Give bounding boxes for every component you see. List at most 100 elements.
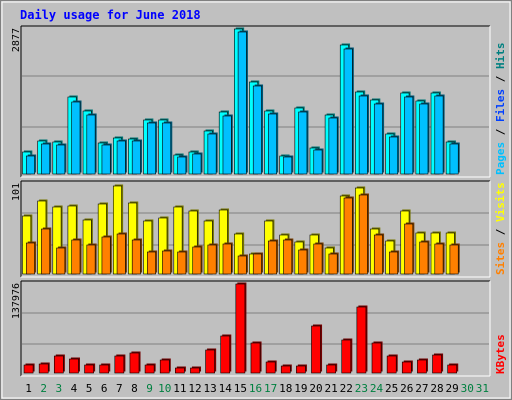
bar-files-day-23 (358, 95, 368, 175)
bar-sites-day-12 (192, 246, 202, 275)
bar-kbytes-day-22 (341, 339, 352, 374)
bar-sites-day-1 (25, 242, 35, 275)
series-label-pages: Pages (494, 142, 507, 175)
bar-kbytes-day-12 (190, 367, 200, 374)
series-label-visits: Visits (494, 182, 507, 222)
x-tick-label-day-9: 9 (146, 382, 153, 395)
bar-kbytes-day-25 (386, 355, 397, 374)
bar-sites-day-11 (177, 251, 187, 275)
bar-kbytes-day-23 (356, 306, 367, 374)
label-separator: / (494, 222, 507, 242)
panel-top: 2877 Pages / Files / Hits (11, 25, 507, 178)
bar-kbytes-day-4 (69, 358, 79, 374)
bar-kbytes-day-17 (265, 361, 276, 374)
x-tick-label-day-23: 23 (355, 382, 368, 395)
bar-sites-day-21 (328, 253, 338, 275)
bar-files-day-8 (131, 140, 141, 175)
bar-kbytes-day-26 (401, 361, 412, 374)
panel-bottom: 137976 KBytes (11, 280, 507, 377)
x-tick-label-day-6: 6 (101, 382, 108, 395)
bar-files-day-7 (116, 140, 126, 175)
x-tick-label-day-13: 13 (203, 382, 216, 395)
bar-sites-day-8 (131, 239, 141, 275)
x-tick-label-day-18: 18 (279, 382, 292, 395)
bar-kbytes-day-21 (326, 364, 336, 374)
bar-sites-day-6 (101, 236, 111, 275)
x-tick-label-day-8: 8 (131, 382, 138, 395)
bar-sites-day-10 (162, 250, 172, 275)
bar-files-day-14 (222, 115, 232, 175)
bar-sites-day-17 (268, 240, 277, 275)
bar-files-day-21 (328, 117, 338, 175)
x-tick-label-day-4: 4 (71, 382, 78, 395)
bar-kbytes-day-8 (129, 352, 140, 374)
bar-kbytes-day-15 (235, 283, 246, 374)
bar-files-day-24 (373, 103, 383, 175)
bar-kbytes-day-11 (175, 367, 185, 374)
bar-kbytes-day-28 (432, 354, 442, 374)
bar-files-day-17 (268, 113, 277, 175)
bar-sites-day-27 (419, 241, 429, 275)
bar-sites-day-24 (373, 234, 383, 275)
bar-kbytes-day-29 (447, 364, 458, 374)
x-tick-label-day-29: 29 (446, 382, 459, 395)
bar-sites-day-9 (147, 251, 156, 275)
chart-panels: 2877 Pages / Files / Hits 101 Sites / Visit… (11, 25, 507, 377)
bar-sites-day-16 (252, 253, 262, 275)
bar-files-day-6 (101, 144, 111, 175)
x-tick-label-day-27: 27 (415, 382, 428, 395)
bar-sites-day-2 (41, 228, 51, 275)
x-tick-label-day-10: 10 (158, 382, 171, 395)
bar-files-day-20 (313, 149, 323, 175)
bar-sites-day-28 (434, 243, 444, 275)
bar-files-day-27 (419, 103, 429, 175)
bar-sites-day-29 (449, 244, 459, 275)
bar-files-day-9 (147, 122, 156, 175)
bar-kbytes-day-7 (114, 355, 125, 374)
bar-kbytes-day-3 (53, 355, 64, 374)
x-tick-label-day-16: 16 (249, 382, 262, 395)
x-tick-label-day-15: 15 (234, 382, 247, 395)
bar-kbytes-day-27 (417, 359, 427, 374)
bar-kbytes-day-20 (311, 325, 321, 374)
bar-files-day-15 (237, 31, 247, 175)
bar-files-day-2 (41, 143, 51, 175)
x-axis-tick-labels: 1 2 3 4 5 6 7 8 9 10 11 12 13 14 15 16 17 18 19 20 21 22 23 24 2… (25, 382, 489, 395)
bar-kbytes-day-2 (38, 363, 49, 374)
bar-sites-day-26 (404, 223, 414, 275)
x-tick-label-day-2: 2 (40, 382, 47, 395)
panel-series-label: KBytes (494, 334, 507, 374)
bar-files-day-25 (389, 136, 399, 175)
bar-sites-day-25 (389, 251, 399, 275)
bar-sites-day-3 (56, 247, 66, 275)
panel-max-label: 101 (11, 183, 22, 201)
bar-sites-day-15 (237, 255, 247, 275)
bar-sites-day-22 (343, 197, 353, 275)
label-separator: / (494, 69, 507, 89)
series-label-files: Files (494, 89, 507, 122)
series-label-kbytes: KBytes (494, 334, 507, 374)
x-tick-label-day-31: 31 (476, 382, 489, 395)
x-tick-label-day-21: 21 (325, 382, 338, 395)
bar-files-day-28 (434, 95, 444, 175)
x-tick-label-day-19: 19 (294, 382, 307, 395)
bar-kbytes-day-19 (296, 365, 306, 374)
x-tick-label-day-28: 28 (430, 382, 443, 395)
x-tick-label-day-30: 30 (461, 382, 474, 395)
bar-kbytes-day-6 (99, 364, 110, 374)
bar-sites-day-20 (313, 243, 323, 275)
bar-sites-day-5 (86, 244, 96, 275)
bar-files-day-26 (404, 96, 414, 175)
x-tick-label-day-26: 26 (400, 382, 413, 395)
bar-sites-day-18 (283, 239, 293, 275)
bar-kbytes-day-1 (23, 364, 34, 374)
bar-files-day-11 (177, 156, 187, 175)
bar-files-day-22 (343, 48, 353, 175)
bar-files-day-16 (252, 85, 262, 175)
bar-sites-day-13 (207, 244, 217, 275)
x-tick-label-day-25: 25 (385, 382, 398, 395)
bar-files-day-4 (71, 101, 81, 175)
bar-kbytes-day-5 (84, 364, 94, 374)
